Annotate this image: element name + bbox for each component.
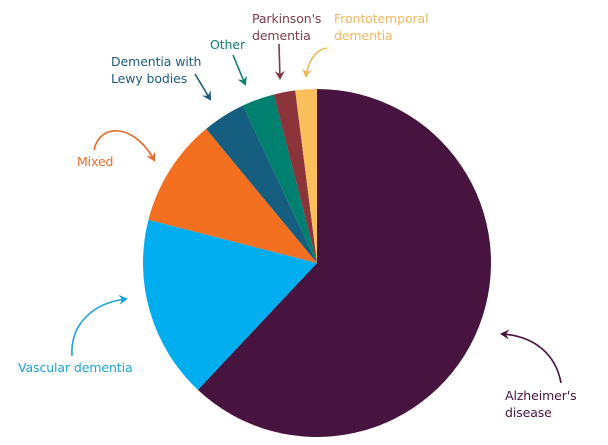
label-parkinsons-line2: dementia	[252, 28, 311, 43]
pie-slice-frontotemporal-dementia	[295, 89, 317, 263]
label-vascular-line1: Vascular dementia	[18, 360, 133, 375]
mixed-arrow-icon	[93, 129, 156, 162]
pie-slice-alzheimer-s-disease	[197, 89, 492, 437]
pie-slice-dementia-with-lewy-bodies	[206, 105, 317, 263]
label-vascular: Vascular dementia	[18, 359, 133, 376]
pie-slice-mixed	[148, 128, 317, 263]
dlb-arrow-icon	[194, 73, 212, 101]
parkinsons-arrow-icon	[274, 43, 285, 80]
label-alzheimers: Alzheimer's disease	[505, 387, 577, 421]
vascular-arrow-icon	[71, 294, 128, 357]
label-parkinsons-line1: Parkinson's	[252, 11, 322, 26]
label-mixed: Mixed	[77, 153, 114, 170]
label-alzheimers-line2: disease	[505, 405, 552, 420]
pie-slices	[143, 89, 492, 437]
label-parkinsons: Parkinson's dementia	[252, 10, 321, 44]
label-ftd-line2: dementia	[334, 28, 393, 43]
label-other-line1: Other	[210, 37, 245, 52]
label-other: Other	[210, 36, 245, 53]
label-dlb-line1: Dementia with	[111, 54, 202, 69]
label-mixed-line1: Mixed	[77, 154, 114, 169]
alzheimers-arrow-icon	[500, 329, 562, 384]
label-dlb: Dementia with Lewy bodies	[111, 53, 201, 87]
label-dlb-line2: Lewy bodies	[111, 71, 188, 86]
label-ftd-line1: Frontotemporal	[334, 11, 429, 26]
pie-slice-vascular-dementia	[143, 219, 317, 390]
label-ftd: Frontotemporal dementia	[334, 10, 429, 44]
ftd-arrow-icon	[302, 47, 328, 78]
other-arrow-icon	[232, 54, 247, 86]
pie-slice-parkinson-s-dementia	[273, 90, 317, 264]
pie-slice-other	[242, 94, 317, 263]
label-alzheimers-line1: Alzheimer's	[505, 388, 577, 403]
